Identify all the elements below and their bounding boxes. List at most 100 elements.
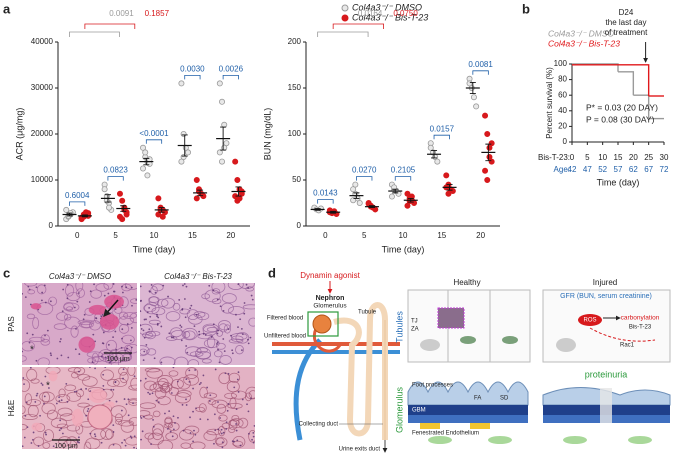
gbm-band — [408, 405, 528, 415]
nucleus — [249, 336, 252, 339]
nucleus — [237, 371, 240, 374]
nucleus — [22, 377, 25, 379]
nucleus — [239, 444, 242, 447]
nucleus — [78, 353, 81, 355]
nucleus — [88, 367, 91, 369]
label: Tubule — [358, 310, 377, 316]
y-tick-label: 40000 — [31, 37, 54, 46]
tubule-section — [219, 355, 232, 365]
trend-bracket — [84, 23, 136, 29]
nucleus — [35, 359, 38, 362]
nucleus — [28, 341, 31, 344]
error-bar — [104, 194, 111, 203]
age-label: 47 — [583, 165, 592, 174]
nucleus — [156, 322, 159, 325]
nucleus — [241, 398, 244, 401]
x-tick-label: 20 — [226, 231, 235, 240]
age-label: 67 — [644, 165, 653, 174]
p-text: P = 0.08 (30 DAY) — [586, 114, 655, 124]
nucleus — [245, 283, 248, 286]
nucleus — [61, 310, 64, 313]
nucleus — [192, 387, 194, 390]
nucleus — [182, 284, 184, 287]
nucleus — [176, 380, 179, 383]
nucleus — [92, 333, 95, 336]
fenestra — [470, 423, 490, 429]
nucleus — [125, 286, 128, 289]
nucleus — [133, 446, 135, 449]
nucleus — [180, 326, 183, 328]
x-tick-label: 10 — [399, 231, 408, 240]
nucleus — [140, 328, 143, 330]
nucleus — [50, 354, 53, 357]
data-point — [484, 176, 491, 183]
nucleus — [126, 347, 129, 350]
nucleus — [22, 292, 24, 295]
data-point — [445, 190, 452, 197]
tubule-section — [22, 405, 26, 415]
row-header: H&E — [7, 400, 16, 416]
tubule-section — [176, 390, 192, 398]
nucleus — [26, 426, 29, 429]
age-label: 62 — [629, 165, 638, 174]
nucleus — [145, 343, 148, 346]
legend-label: Col4a3⁻/⁻ DMSO — [548, 28, 615, 38]
label: Bis-T-23 — [629, 325, 652, 331]
nucleus — [66, 297, 69, 300]
trend-p-value: 0.0750 — [393, 9, 418, 18]
error-bar — [197, 189, 204, 197]
error-bar — [181, 134, 188, 157]
tubule-section — [146, 330, 161, 337]
cyst — [87, 404, 113, 430]
nucleus — [225, 421, 228, 424]
tubule — [333, 302, 388, 440]
nucleus — [65, 383, 68, 385]
nucleus — [22, 445, 24, 448]
y-tick-label: 20 — [558, 122, 567, 131]
tubule-section — [211, 399, 228, 409]
nucleus — [230, 334, 232, 337]
cell — [428, 436, 452, 444]
p-value: 0.0030 — [180, 65, 205, 74]
nucleus — [60, 354, 63, 357]
nucleus — [110, 388, 113, 391]
tubule-section — [182, 330, 191, 339]
nucleus — [247, 342, 250, 345]
highlight-box — [307, 311, 339, 337]
tubule-section — [231, 414, 240, 422]
survival-step — [572, 64, 650, 96]
nucleus — [204, 334, 207, 336]
x-axis-label: Time (day) — [133, 244, 176, 254]
nucleus — [100, 355, 103, 358]
x-tick-label: 20 — [629, 153, 638, 162]
nucleus — [89, 432, 92, 435]
tubule-section — [140, 345, 150, 357]
age-label: 57 — [614, 165, 623, 174]
tubule-section — [55, 394, 71, 404]
nucleus — [131, 304, 133, 307]
data-point — [470, 94, 477, 101]
nucleus — [240, 327, 243, 330]
cast — [31, 422, 43, 431]
nucleus — [172, 336, 175, 339]
nucleus — [178, 299, 181, 301]
nucleus — [252, 432, 255, 434]
nucleus — [108, 399, 111, 402]
nucleus — [133, 375, 136, 378]
nucleus — [121, 328, 124, 331]
nucleus — [156, 313, 158, 316]
nucleus — [43, 402, 45, 405]
tubule-section — [32, 317, 40, 330]
data-point — [466, 80, 473, 87]
nucleus — [35, 394, 38, 397]
nucleus — [129, 353, 132, 356]
nucleus — [168, 410, 171, 413]
tubule-section — [41, 402, 56, 415]
tubule-section — [211, 288, 221, 295]
tubule-section — [152, 423, 165, 436]
tubule-section — [56, 423, 69, 429]
nucleus — [226, 409, 229, 412]
nucleus — [164, 412, 166, 415]
tubule-section — [22, 355, 27, 362]
nucleus — [102, 384, 105, 387]
